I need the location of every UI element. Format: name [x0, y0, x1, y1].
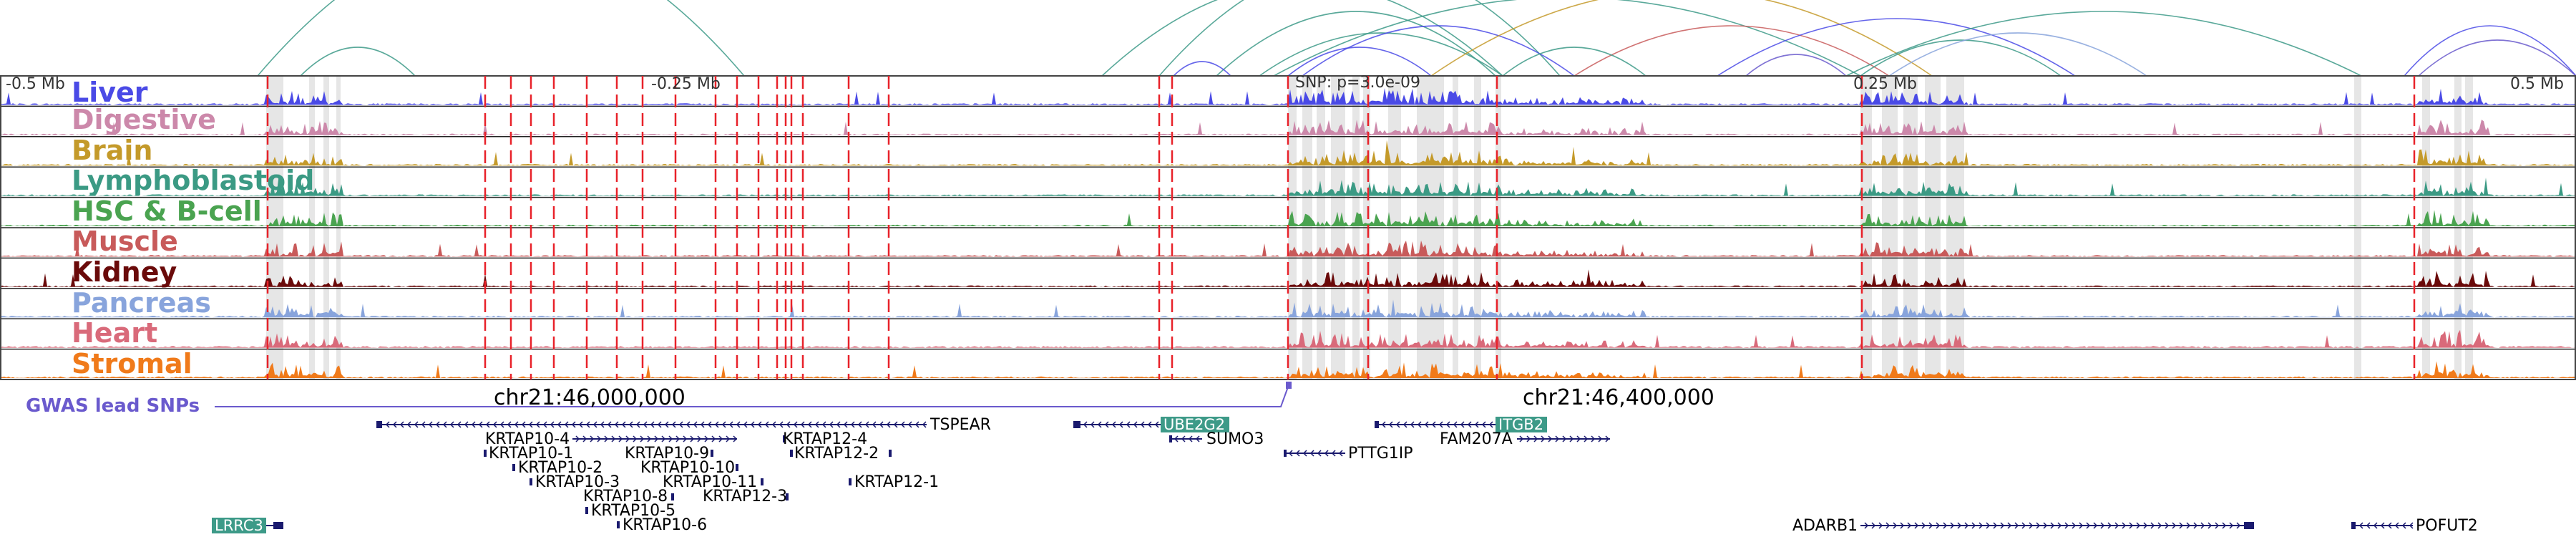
track-label-liver: Liver [72, 77, 148, 108]
signal-area [0, 240, 2576, 257]
gene-krtap10-2: KRTAP10-2 [512, 459, 602, 477]
signal-area [0, 329, 2576, 348]
chromatin-loop-arc [1273, 0, 1861, 77]
gene-highlight-lrrc3 [212, 518, 266, 533]
coordinate-label-46400000: chr21:46,400,000 [1523, 385, 1714, 410]
chromatin-loop-arc [300, 47, 416, 77]
gene-label-krtap10-3: KRTAP10-3 [535, 473, 620, 491]
track-label-hsc-b-cell: HSC & B-cell [72, 195, 262, 227]
gene-pttg1ip: PTTG1IP [1284, 445, 1413, 463]
chromatin-loop-arc [1502, 47, 1646, 77]
gene-krtap12-3: KRTAP12-3 [703, 488, 789, 505]
chromatin-loop-arc [1860, 39, 2062, 77]
gene-highlight-itgb2 [1496, 417, 1547, 432]
signal-track-brain [0, 140, 2576, 168]
gene-label-krtap12-4: KRTAP12-4 [783, 430, 867, 448]
gene-annotations: TSPEAR KRTAP10-4 KRTAP10-1 KRTAP10-2 KRT… [212, 416, 2478, 535]
gwas-lead-snps-label: GWAS lead SNPs [26, 395, 200, 417]
chromatin-loop-arc [2418, 39, 2576, 77]
track-labels: Liver Digestive Brain Lymphoblastoid HSC… [72, 77, 314, 379]
gene-label-krtap10-2: KRTAP10-2 [518, 459, 602, 477]
track-label-kidney: Kidney [72, 256, 177, 288]
gene-label-krtap10-1: KRTAP10-1 [489, 445, 573, 463]
gene-krtap12-4: KRTAP12-4 [783, 430, 867, 448]
gene-krtap10-4: KRTAP10-4 [485, 430, 738, 448]
gene-label-fam207a: FAM207A [1440, 430, 1513, 448]
gene-label-krtap10-4: KRTAP10-4 [485, 430, 570, 448]
gene-label-krtap10-11: KRTAP10-11 [663, 473, 757, 491]
gene-krtap10-8: KRTAP10-8 [583, 488, 674, 505]
chromatin-loop-arc [1101, 0, 1503, 77]
gene-label-krtap10-8: KRTAP10-8 [583, 488, 668, 505]
gene-label-krtap10-6: KRTAP10-6 [623, 516, 707, 534]
gene-krtap10-6: KRTAP10-6 [617, 516, 707, 534]
chromatin-loop-arc [1717, 18, 2076, 77]
axis-label-0.5: 0.5 Mb [2510, 75, 2564, 93]
gene-label-lrrc3: LRRC3 [215, 517, 263, 534]
gene-krtap10-9: KRTAP10-9 [625, 445, 713, 463]
chromatin-loop-arc [1216, 11, 1496, 77]
gene-label-krtap12-3: KRTAP12-3 [703, 488, 787, 505]
chromatin-loop-arc [1302, 25, 1575, 77]
track-label-pancreas: Pancreas [72, 287, 211, 319]
chromatin-loop-arc [257, 0, 745, 77]
gene-krtap12-1: KRTAP12-1 [849, 473, 939, 491]
snp-markers [266, 76, 2416, 379]
signal-track-muscle [0, 240, 2576, 259]
gene-krtap10-5: KRTAP10-5 [585, 502, 675, 520]
track-label-brain: Brain [72, 135, 152, 166]
gene-label-sumo3: SUMO3 [1206, 430, 1264, 448]
gene-krtap12-2: KRTAP12-2 [790, 445, 892, 463]
chromatin-loop-arc [1845, 11, 2362, 77]
chromatin-loop-arc [2404, 25, 2576, 77]
signal-area [0, 120, 2576, 135]
gene-krtap10-3: KRTAP10-3 [530, 473, 620, 491]
gene-highlight-ube2g2 [1161, 417, 1229, 432]
axis-label-minus-0.25: -0.25 Mb [651, 75, 721, 93]
gene-label-krtap10-9: KRTAP10-9 [625, 445, 709, 463]
coordinate-label-46000000: chr21:46,000,000 [494, 385, 686, 410]
gene-lrrc3: LRRC3 [212, 517, 283, 534]
gene-ube2g2: UBE2G2 [1073, 416, 1229, 433]
track-label-heart: Heart [72, 317, 157, 349]
gene-krtap10-11: KRTAP10-11 [663, 473, 763, 491]
chromatin-loop-arc [1173, 61, 1231, 77]
chromatin-loop-arc [1574, 25, 1890, 77]
chromatin-loop-arcs [257, 0, 2576, 77]
chromatin-loop-arc [1158, 0, 1561, 77]
gene-tspear: TSPEAR [376, 416, 991, 434]
gene-adarb1: ADARB1 [1792, 517, 2254, 535]
gene-label-itgb2: ITGB2 [1498, 416, 1543, 433]
gwas-connector-line [215, 382, 1290, 407]
axis-label-0.25: 0.25 Mb [1853, 75, 1917, 93]
gene-fam207a: FAM207A [1440, 430, 1610, 448]
gene-label-krtap12-2: KRTAP12-2 [794, 445, 879, 463]
gene-krtap10-10: KRTAP10-10 [640, 459, 738, 477]
track-label-lymphoblastoid: Lymphoblastoid [72, 165, 314, 196]
gene-krtap10-1: KRTAP10-1 [484, 445, 573, 463]
gene-itgb2: ITGB2 [1375, 416, 1547, 433]
chromatin-loop-arc [1430, 0, 1933, 77]
chromatin-loop-arc [1888, 32, 2147, 77]
axis-label-minus-0.5: -0.5 Mb [6, 75, 65, 93]
gene-label-adarb1: ADARB1 [1792, 517, 1858, 535]
snp-pvalue-label: SNP: p=3.0e-09 [1295, 74, 1420, 92]
track-label-stromal: Stromal [72, 348, 192, 379]
gene-label-pofut2: POFUT2 [2416, 517, 2478, 535]
gene-label-tspear: TSPEAR [930, 416, 991, 434]
chromatin-loop-arc [1745, 54, 1847, 77]
chromatin-loop-arc [1259, 32, 1503, 77]
track-label-digestive: Digestive [72, 104, 216, 135]
gene-label-ube2g2: UBE2G2 [1163, 416, 1225, 433]
gene-label-pttg1ip: PTTG1IP [1348, 445, 1413, 463]
chromatin-loop-arc [1287, 47, 1432, 77]
gene-label-krtap10-10: KRTAP10-10 [640, 459, 735, 477]
gene-sumo3: SUMO3 [1169, 430, 1264, 448]
gene-label-krtap10-5: KRTAP10-5 [591, 502, 675, 520]
track-label-muscle: Muscle [72, 226, 178, 257]
gene-label-krtap12-1: KRTAP12-1 [854, 473, 939, 491]
gwas-lead-snp-marker [1286, 382, 1292, 389]
gene-pofut2: POFUT2 [2351, 517, 2478, 535]
